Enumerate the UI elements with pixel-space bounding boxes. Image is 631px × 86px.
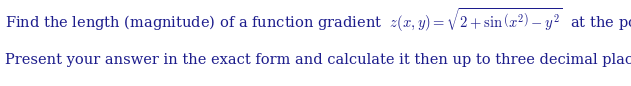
Text: Present your answer in the exact form and calculate it then up to three decimal : Present your answer in the exact form an… <box>5 53 631 67</box>
Text: Find the length (magnitude) of a function gradient  $z(x, y) = \sqrt{2+\sin\left: Find the length (magnitude) of a functio… <box>5 6 631 34</box>
